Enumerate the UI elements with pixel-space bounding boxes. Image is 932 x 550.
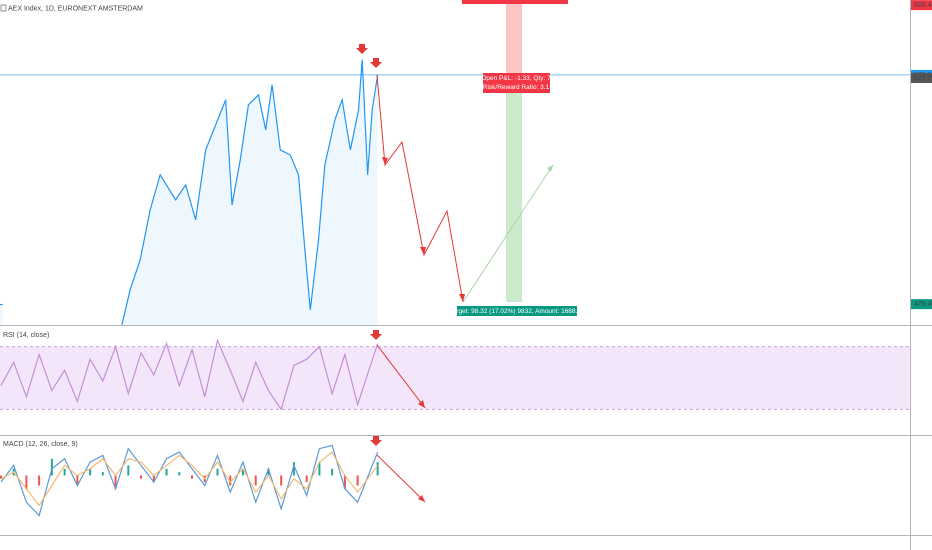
price-tag (911, 0, 932, 11)
down-marker (370, 330, 382, 340)
price-line-area (121, 59, 378, 325)
histogram-bar (267, 468, 270, 476)
histogram-bar (343, 475, 346, 489)
down-marker (370, 58, 382, 68)
arrow-head (418, 495, 425, 502)
stop-zone (506, 0, 522, 75)
projection-path (376, 74, 464, 303)
down-marker (370, 436, 382, 446)
histogram-bar (191, 475, 194, 479)
arrow-head (547, 165, 553, 172)
price-tag-label: 609.47 (914, 2, 932, 9)
histogram-bar (376, 462, 379, 476)
histogram-bar (25, 475, 28, 489)
histogram-bar (241, 468, 244, 476)
histogram-bar (50, 458, 53, 476)
histogram-bar (292, 462, 295, 476)
rsi-projection (376, 344, 426, 409)
down-marker (356, 44, 368, 54)
rr-label: Risk/Reward Ratio: 3.1 (483, 84, 550, 91)
histogram-bar (63, 468, 66, 476)
pnl-box (483, 73, 550, 93)
histogram-bar (356, 475, 359, 486)
histogram-bar (280, 475, 283, 486)
target-label: Target: 98.32 (17.02%) 9832, Amount: 168… (449, 308, 585, 315)
rsi-title: RSI (14, close) (3, 332, 49, 339)
price-line-area (0, 304, 3, 325)
histogram-bar (331, 468, 334, 476)
price-tag-label: 577.79 (914, 75, 932, 82)
histogram-bar (216, 468, 219, 476)
stop-label-box (462, 0, 568, 4)
target-zone (506, 75, 522, 302)
price-tag (911, 72, 932, 83)
rsi-band (0, 346, 910, 410)
signal-line (0, 451, 379, 507)
arrow-head (459, 294, 465, 302)
macd-projection (376, 454, 426, 503)
position-line (462, 164, 554, 303)
histogram-bar (114, 475, 117, 489)
symbol-icon (0, 4, 7, 12)
histogram-bar (152, 475, 155, 483)
macd-title: MACD (12, 26, close, 9) (3, 441, 78, 448)
histogram-bar (89, 468, 92, 476)
rsi-line (0, 338, 379, 411)
arrow-head (382, 157, 388, 165)
chart-title: AEX Index, 1D, EURONEXT AMSTERDAM (8, 5, 143, 12)
price-line (121, 59, 379, 325)
histogram-bar (178, 472, 181, 476)
histogram-bar (229, 475, 232, 486)
arrow-head (420, 247, 426, 255)
histogram-bar (305, 475, 308, 483)
histogram-bar (0, 475, 2, 479)
histogram-bar (318, 462, 321, 476)
plots (0, 59, 910, 517)
price-tag-label: 479.47 (914, 301, 932, 308)
histogram-bar (127, 465, 130, 476)
histogram-bar (101, 472, 104, 476)
target-box (457, 306, 577, 316)
price-tag (911, 299, 932, 310)
histogram-bar (254, 475, 257, 486)
histogram-bar (38, 475, 41, 486)
histogram-bar (140, 475, 143, 479)
axis: 609.47579.12577.79479.47 (911, 0, 932, 310)
pnl-label: Open P&L: -1.33, Qty: 7 (481, 75, 551, 82)
arrow-head (418, 400, 425, 408)
histogram-bar (76, 475, 79, 486)
histogram-bar (165, 468, 168, 476)
